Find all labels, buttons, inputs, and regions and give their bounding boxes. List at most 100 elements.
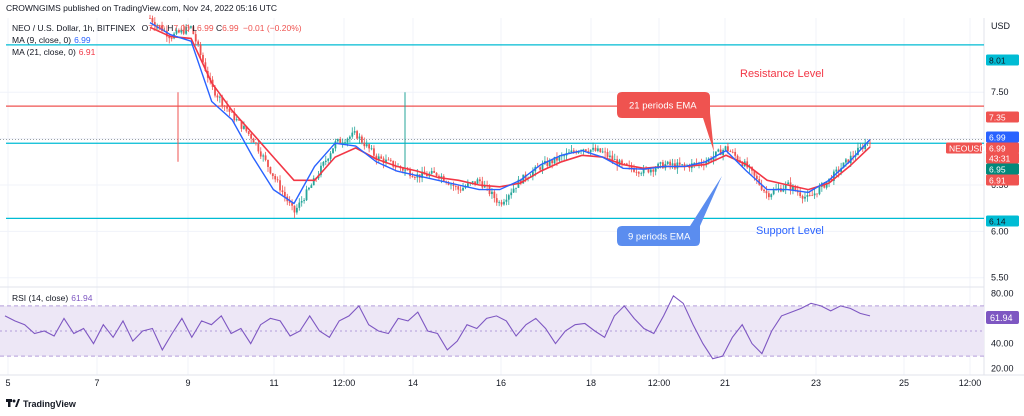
candle[interactable]	[344, 139, 346, 145]
ma9-line[interactable]	[149, 21, 871, 205]
candle[interactable]	[334, 138, 337, 152]
candle[interactable]	[657, 162, 659, 170]
candle[interactable]	[259, 147, 262, 160]
time-axis-ticks[interactable]: 5 7 9 11 12:00 14 16 18 12:00 21 23 25 12:00	[5, 378, 981, 388]
candle[interactable]	[385, 154, 387, 166]
candle[interactable]	[734, 148, 737, 159]
candle[interactable]	[462, 183, 464, 192]
candle[interactable]	[358, 133, 361, 144]
candle[interactable]	[177, 28, 180, 34]
candle[interactable]	[621, 158, 623, 168]
candle[interactable]	[336, 138, 339, 144]
candle[interactable]	[505, 194, 508, 206]
candle[interactable]	[478, 176, 481, 185]
candle[interactable]	[801, 194, 804, 204]
candle[interactable]	[869, 139, 871, 148]
price-tag[interactable]: 6.95	[986, 163, 1019, 175]
candle[interactable]	[153, 17, 156, 29]
candle[interactable]	[799, 188, 802, 198]
candle[interactable]	[327, 157, 330, 164]
candle[interactable]	[599, 148, 602, 153]
candle[interactable]	[295, 204, 298, 215]
candle[interactable]	[202, 52, 204, 64]
rsi-legend[interactable]: RSI (14, close) 61.94	[12, 293, 93, 303]
ma9-legend[interactable]: MA (9, close, 0) 6.99	[12, 35, 91, 45]
candle[interactable]	[640, 171, 643, 177]
candle[interactable]	[185, 24, 188, 36]
candle[interactable]	[541, 160, 544, 174]
candle[interactable]	[271, 173, 274, 180]
candle[interactable]	[293, 205, 296, 218]
candle[interactable]	[223, 104, 226, 112]
candle[interactable]	[589, 149, 592, 156]
candle[interactable]	[165, 25, 168, 42]
rsi-current-tag[interactable]: 61.94	[986, 311, 1019, 324]
candle[interactable]	[351, 127, 354, 139]
candle[interactable]	[298, 198, 301, 211]
price-tag[interactable]: NEOUSD	[946, 142, 985, 154]
candle[interactable]	[303, 198, 306, 204]
candle[interactable]	[361, 134, 363, 145]
candle[interactable]	[389, 157, 392, 163]
candle[interactable]	[613, 153, 616, 161]
candle[interactable]	[197, 39, 200, 47]
candle[interactable]	[305, 185, 308, 202]
candle[interactable]	[531, 167, 534, 181]
candle[interactable]	[199, 42, 202, 60]
candle[interactable]	[729, 149, 732, 153]
candle[interactable]	[180, 27, 183, 35]
candle[interactable]	[250, 132, 253, 144]
candle[interactable]	[190, 25, 192, 29]
candle[interactable]	[755, 171, 758, 185]
candle[interactable]	[770, 193, 773, 200]
candle[interactable]	[731, 149, 734, 154]
candle[interactable]	[515, 187, 517, 193]
candle[interactable]	[546, 157, 549, 168]
candle[interactable]	[481, 176, 484, 190]
candle[interactable]	[662, 159, 664, 169]
candle[interactable]	[510, 188, 513, 199]
resistance-level-label[interactable]: Resistance Level	[740, 68, 824, 80]
candle[interactable]	[291, 199, 293, 211]
candle[interactable]	[503, 198, 505, 206]
candle[interactable]	[835, 166, 838, 177]
candle[interactable]	[228, 107, 231, 117]
candle[interactable]	[413, 175, 416, 181]
price-tag[interactable]: 8.01	[986, 54, 1019, 66]
candle[interactable]	[652, 168, 655, 177]
horizontal-levels[interactable]	[0, 44, 984, 220]
candle[interactable]	[332, 148, 334, 154]
candle[interactable]	[341, 138, 344, 148]
candle[interactable]	[310, 183, 313, 189]
candle[interactable]	[717, 148, 720, 153]
candle[interactable]	[387, 157, 390, 161]
candle[interactable]	[264, 151, 267, 162]
candle[interactable]	[373, 145, 375, 159]
candle[interactable]	[339, 136, 342, 144]
candle[interactable]	[255, 142, 257, 146]
candle[interactable]	[637, 170, 640, 178]
candle[interactable]	[353, 126, 356, 135]
candle[interactable]	[218, 95, 221, 103]
candle[interactable]	[787, 180, 790, 185]
candle[interactable]	[498, 200, 501, 207]
candle[interactable]	[512, 183, 515, 194]
candle[interactable]	[669, 159, 672, 170]
candle[interactable]	[252, 137, 255, 143]
candle[interactable]	[421, 166, 424, 183]
candle[interactable]	[380, 154, 383, 160]
candle[interactable]	[348, 135, 351, 143]
candle[interactable]	[175, 27, 178, 35]
price-tag[interactable]: 6.99	[986, 131, 1019, 143]
candle[interactable]	[483, 180, 486, 188]
ema21-callout[interactable]: 21 periods EMA	[617, 92, 714, 152]
candle[interactable]	[507, 193, 510, 205]
candle[interactable]	[466, 179, 469, 188]
support-level-label[interactable]: Support Level	[756, 225, 824, 237]
candle[interactable]	[568, 149, 570, 154]
candle[interactable]	[276, 176, 279, 183]
candle[interactable]	[816, 193, 818, 198]
candle[interactable]	[763, 188, 765, 194]
candle[interactable]	[267, 159, 269, 172]
